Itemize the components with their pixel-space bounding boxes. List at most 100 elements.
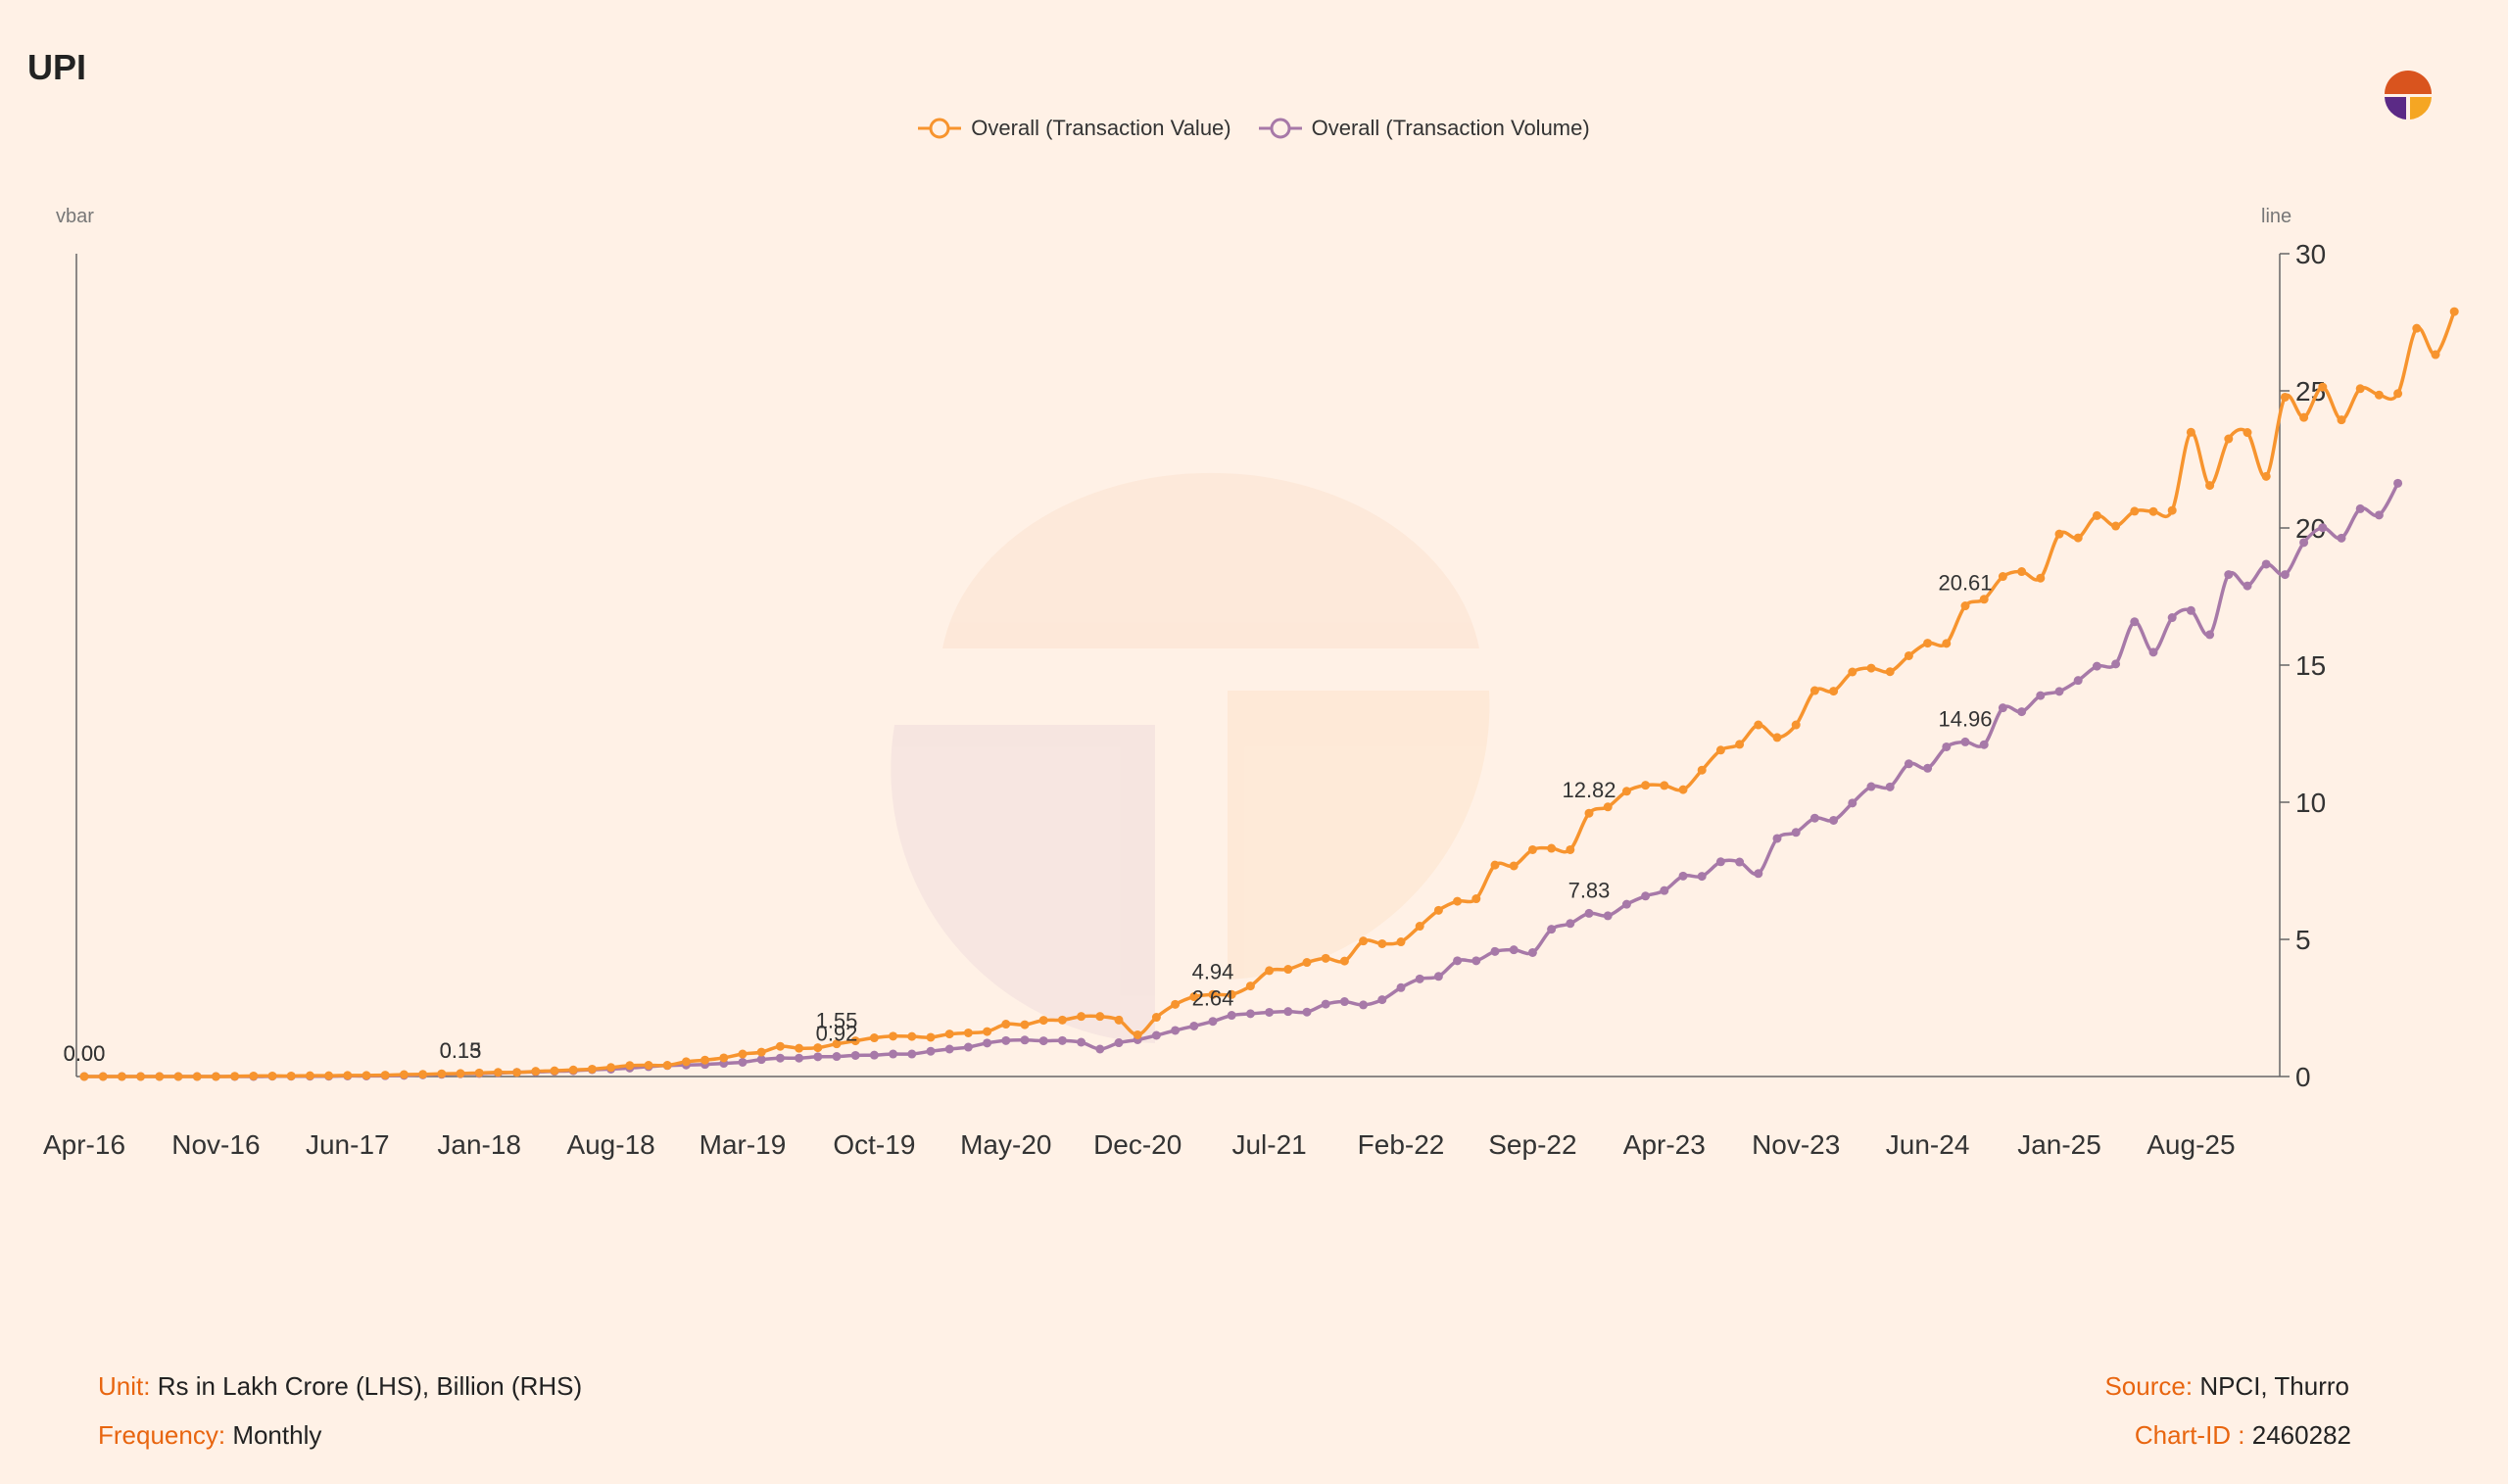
x-tick-label: Feb-22 xyxy=(1358,1129,1445,1160)
data-point xyxy=(832,1052,842,1062)
data-point xyxy=(1283,1007,1293,1017)
data-point xyxy=(1433,972,1443,981)
data-point xyxy=(963,1028,973,1037)
data-point xyxy=(1453,896,1463,906)
source-key: Source: xyxy=(2104,1371,2194,1401)
data-point xyxy=(493,1068,503,1077)
data-point xyxy=(889,1031,898,1041)
y-tick-label: 0 xyxy=(2295,1062,2311,1092)
data-point xyxy=(1960,601,1970,611)
y-tick-label: 5 xyxy=(2295,925,2311,955)
data-point xyxy=(1265,966,1275,976)
data-point xyxy=(681,1057,691,1067)
left-axis-tag: vbar xyxy=(56,206,94,227)
data-point xyxy=(2224,434,2234,444)
legend-item-transaction-volume[interactable]: Overall (Transaction Volume) xyxy=(1258,116,1590,141)
data-point xyxy=(1697,872,1707,882)
data-point xyxy=(1189,1021,1199,1030)
data-point xyxy=(1584,808,1594,818)
data-point xyxy=(850,1050,860,1060)
data-point xyxy=(1923,639,1933,648)
data-point xyxy=(2431,350,2440,359)
data-point xyxy=(1979,595,1989,604)
data-point xyxy=(2186,427,2195,437)
data-point xyxy=(813,1043,823,1053)
data-point xyxy=(2130,617,2140,627)
data-point xyxy=(738,1049,748,1059)
legend-label: Overall (Transaction Volume) xyxy=(1311,116,1590,140)
data-point xyxy=(1114,1015,1124,1025)
data-point xyxy=(1038,1016,1048,1026)
data-point xyxy=(1527,844,1537,854)
x-tick-label: Oct-19 xyxy=(833,1129,915,1160)
data-point xyxy=(1641,891,1651,901)
data-point xyxy=(1245,981,1255,991)
data-point xyxy=(1603,802,1613,812)
data-point xyxy=(1735,857,1745,867)
data-point xyxy=(305,1071,314,1080)
data-point xyxy=(850,1036,860,1046)
data-point xyxy=(606,1063,616,1073)
data-point xyxy=(155,1072,165,1081)
data-point xyxy=(795,1053,804,1063)
data-point xyxy=(1302,958,1312,968)
data-label: 0.15 xyxy=(440,1038,482,1063)
source-value: NPCI, Thurro xyxy=(2199,1371,2349,1401)
data-point xyxy=(1904,650,1913,660)
data-point xyxy=(2280,570,2290,580)
data-point xyxy=(2205,481,2215,491)
data-point xyxy=(1151,1030,1161,1040)
data-point xyxy=(2036,573,2046,583)
data-point xyxy=(926,1046,936,1056)
x-tick-label: Jul-21 xyxy=(1231,1129,1306,1160)
data-point xyxy=(2092,510,2101,520)
data-point xyxy=(1283,965,1293,975)
data-point xyxy=(1321,999,1330,1009)
data-point xyxy=(1453,956,1463,966)
watermark xyxy=(891,472,1490,1043)
data-point xyxy=(1791,720,1801,730)
x-tick-label: May-20 xyxy=(960,1129,1051,1160)
data-point xyxy=(1641,781,1651,790)
data-point xyxy=(2186,605,2195,615)
data-point xyxy=(1566,844,1575,854)
unit-value: Rs in Lakh Crore (LHS), Billion (RHS) xyxy=(157,1371,583,1401)
data-point xyxy=(2355,503,2365,513)
data-point xyxy=(267,1071,277,1080)
data-point xyxy=(1885,667,1895,677)
data-point xyxy=(756,1047,766,1057)
data-point xyxy=(437,1069,447,1078)
data-point xyxy=(1057,1035,1067,1045)
data-point xyxy=(512,1068,522,1077)
data-point xyxy=(2393,478,2403,488)
data-point xyxy=(474,1068,484,1077)
data-point xyxy=(230,1072,240,1081)
data-point xyxy=(1678,871,1688,881)
data-point xyxy=(700,1055,710,1065)
data-point xyxy=(1171,999,1181,1009)
data-point xyxy=(1227,989,1236,999)
data-point xyxy=(1095,1044,1105,1054)
legend-item-transaction-value[interactable]: Overall (Transaction Value) xyxy=(918,116,1231,141)
x-tick-label: Dec-20 xyxy=(1093,1129,1182,1160)
chart-id-key: Chart-ID : xyxy=(2134,1420,2245,1450)
data-point xyxy=(2337,533,2346,543)
data-point xyxy=(1979,740,1989,749)
unit-note: Unit: Rs in Lakh Crore (LHS), Billion (R… xyxy=(98,1371,582,1402)
data-point xyxy=(2280,392,2290,402)
x-tick-label: Nov-16 xyxy=(171,1129,260,1160)
data-point xyxy=(2318,382,2328,392)
data-point xyxy=(2111,521,2121,531)
data-point xyxy=(1772,834,1782,843)
data-point xyxy=(1471,894,1481,904)
data-point xyxy=(568,1065,578,1075)
x-tick-label: Apr-23 xyxy=(1623,1129,1706,1160)
data-point xyxy=(136,1072,146,1081)
data-point xyxy=(1829,687,1839,696)
data-point xyxy=(1809,813,1819,823)
data-point xyxy=(1302,1007,1312,1017)
data-point xyxy=(756,1055,766,1065)
chart-id-value: 2460282 xyxy=(2251,1420,2351,1450)
data-point xyxy=(1020,1035,1030,1045)
data-point xyxy=(1621,787,1631,796)
